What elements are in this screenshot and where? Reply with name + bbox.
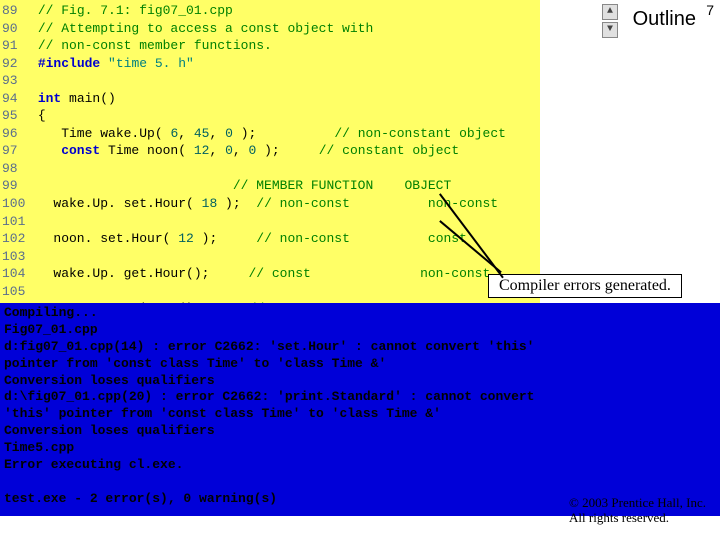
copyright-line1: © 2003 Prentice Hall, Inc. — [569, 495, 706, 510]
comment: // constant object — [319, 143, 459, 158]
scroll-down-button[interactable]: ▼ — [602, 22, 618, 38]
comment: // non-const member functions. — [38, 38, 272, 53]
line-number: 96 — [2, 125, 30, 143]
line-number: 95 — [2, 107, 30, 125]
line-number: 105 — [2, 283, 30, 301]
callout-error: Compiler errors generated. — [488, 274, 682, 298]
code-text: Time wake.Up( — [30, 126, 170, 141]
comment: // Attempting to access a const object w… — [38, 21, 373, 36]
copyright: © 2003 Prentice Hall, Inc. All rights re… — [569, 495, 706, 526]
line-number: 101 — [2, 213, 30, 231]
keyword: int — [38, 91, 61, 106]
line-number: 100 — [2, 195, 30, 213]
line-number: 98 — [2, 160, 30, 178]
comment: // const non-const — [248, 266, 490, 281]
keyword: const — [30, 143, 100, 158]
line-number: 99 — [2, 177, 30, 195]
line-number: 90 — [2, 20, 30, 38]
outline-heading: Outline — [633, 8, 696, 31]
copyright-line2: All rights reserved. — [569, 510, 669, 525]
line-number: 92 — [2, 55, 30, 73]
compiler-output: Compiling... Fig07_01.cpp d:fig07_01.cpp… — [0, 303, 720, 516]
comment: // non-constant object — [334, 126, 506, 141]
keyword: #include — [38, 56, 100, 71]
line-number: 102 — [2, 230, 30, 248]
line-number: 89 — [2, 2, 30, 20]
line-number: 91 — [2, 37, 30, 55]
comment: // non-const const — [256, 231, 467, 246]
line-number: 103 — [2, 248, 30, 266]
comment: // non-const non-const — [256, 196, 498, 211]
scroll-up-button[interactable]: ▲ — [602, 4, 618, 20]
code-text: main() — [61, 91, 116, 106]
comment: // Fig. 7.1: fig07_01.cpp — [38, 3, 233, 18]
line-number: 104 — [2, 265, 30, 283]
page-number: 7 — [706, 2, 714, 18]
comment: // MEMBER FUNCTION OBJECT — [233, 178, 451, 193]
line-number: 97 — [2, 142, 30, 160]
string: "time 5. h" — [100, 56, 194, 71]
code-text: { — [38, 108, 46, 123]
line-number: 93 — [2, 72, 30, 90]
line-number: 94 — [2, 90, 30, 108]
